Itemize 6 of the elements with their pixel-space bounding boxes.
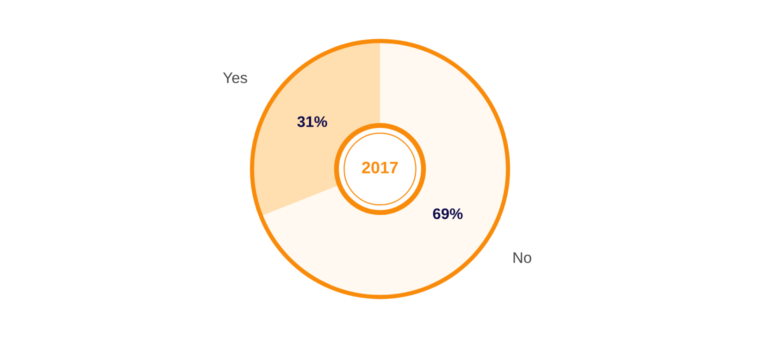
- slice-label: No: [514, 252, 532, 264]
- slice-label: Yes: [223, 72, 248, 84]
- text: 2017: [362, 162, 398, 174]
- donut-slice: [260, 41, 508, 297]
- data-label: 31%: [297, 116, 328, 128]
- data-label: 69%: [433, 208, 463, 220]
